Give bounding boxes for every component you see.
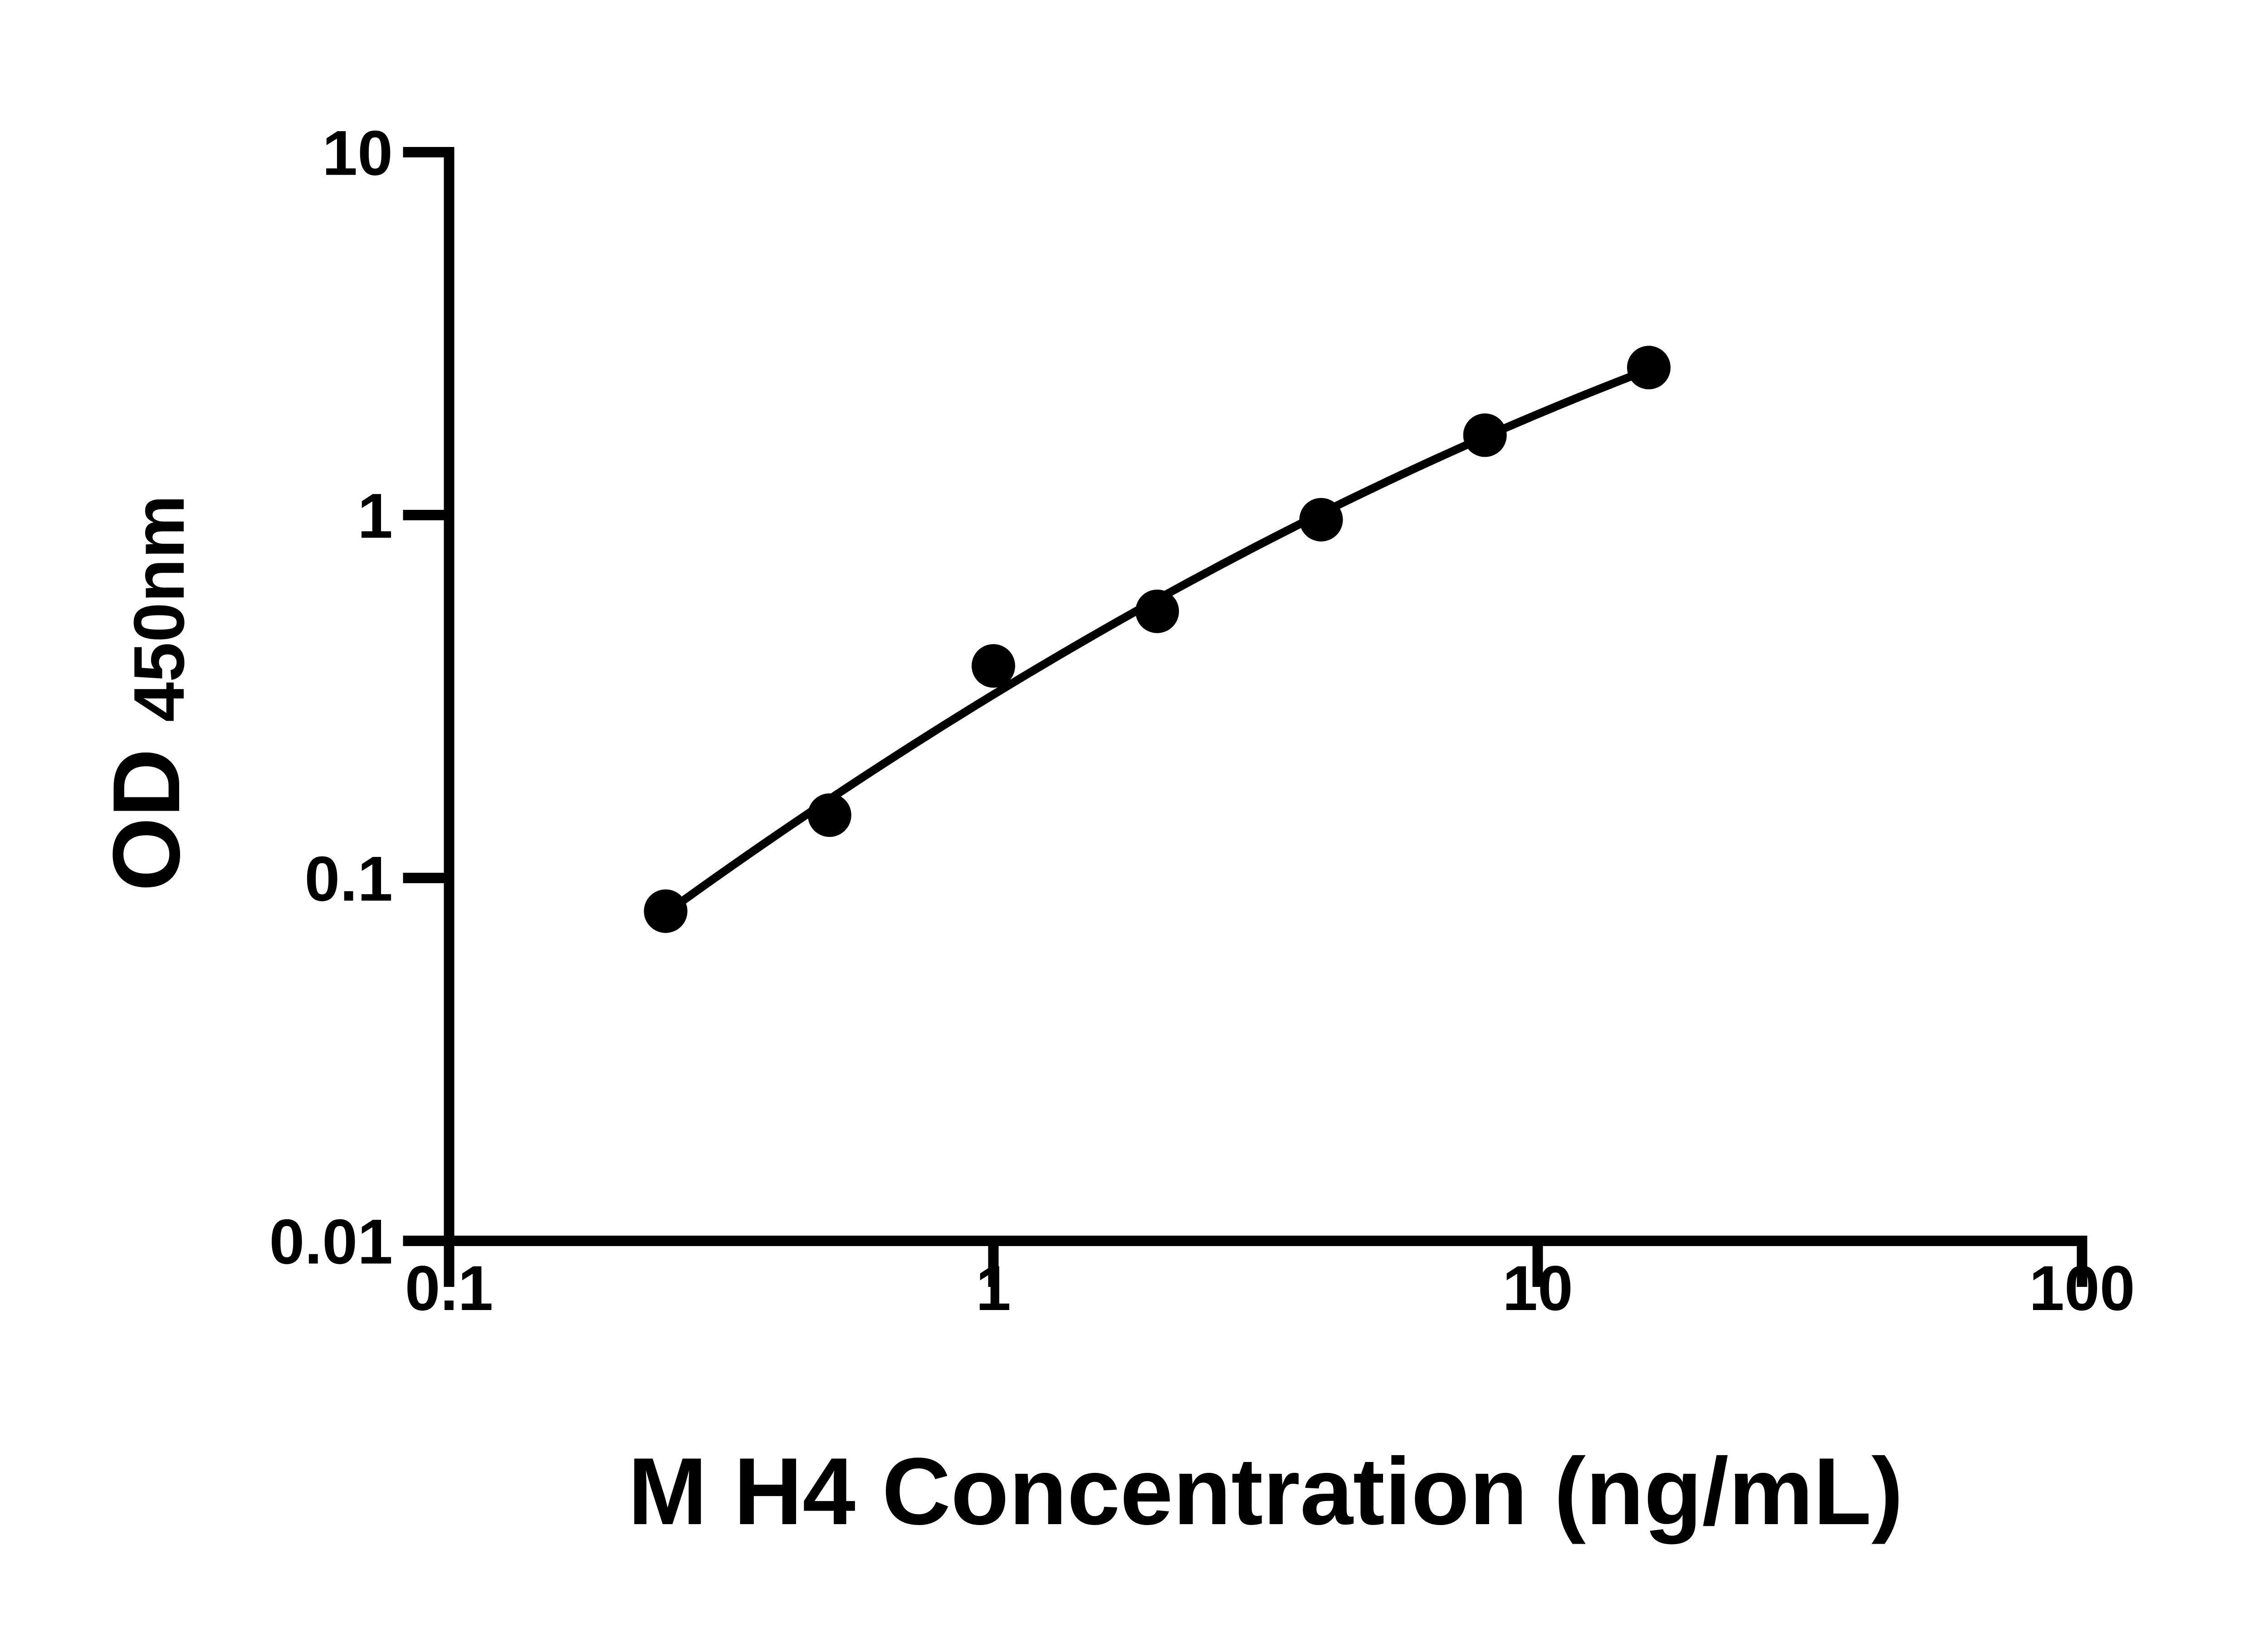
y-axis-tick-labels: 10 1 0.1 0.01 (269, 117, 393, 1277)
y-axis-ticks (403, 147, 444, 1246)
y-axis-title: OD 450nm (93, 495, 200, 891)
x-axis-tick-labels: 0.1 1 10 100 (405, 1252, 2135, 1324)
x-tick-label: 1 (976, 1252, 1011, 1324)
data-point (972, 644, 1015, 688)
y-tick-label: 1 (357, 480, 393, 552)
x-axis-title: M H4 Concentration (ng/mL) (628, 1438, 1903, 1545)
y-tick-label: 10 (322, 117, 393, 189)
data-point (1135, 589, 1179, 633)
x-axis-ticks (444, 1246, 2087, 1287)
data-point (1463, 413, 1507, 457)
data-point (644, 889, 688, 933)
y-tick-label: 0.1 (304, 843, 393, 914)
axes (444, 147, 2087, 1246)
data-point (1627, 346, 1671, 390)
y-axis-title-sub: 450nm (119, 495, 199, 722)
data-points (644, 346, 1671, 933)
x-tick-label: 10 (1502, 1252, 1573, 1324)
y-tick-label: 0.01 (269, 1206, 393, 1277)
data-point (1299, 498, 1343, 542)
data-point (807, 793, 851, 837)
y-axis-title-main: OD (93, 748, 200, 891)
x-tick-label: 0.1 (405, 1252, 494, 1324)
x-tick-label: 100 (2029, 1252, 2135, 1324)
fit-curve (661, 365, 1653, 917)
